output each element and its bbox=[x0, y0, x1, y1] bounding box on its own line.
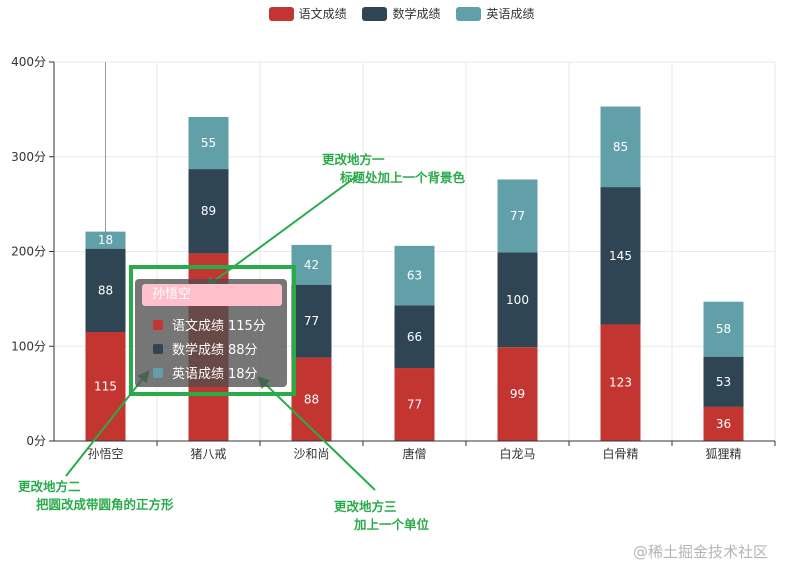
bar-segment bbox=[394, 305, 435, 369]
chart-legend: 语文成绩 数学成绩 英语成绩 bbox=[0, 5, 803, 24]
tooltip-value-english: 18分 bbox=[228, 367, 258, 382]
annotation-three-line2: 加上一个单位 bbox=[354, 517, 430, 532]
y-tick-label: 400分 bbox=[11, 55, 46, 69]
tooltip-marker-math bbox=[153, 343, 163, 354]
bar-value-label: 36 bbox=[716, 417, 731, 431]
bar-segment bbox=[703, 406, 744, 441]
tooltip-value-chinese: 115分 bbox=[228, 319, 266, 334]
x-tick-label: 狐狸精 bbox=[705, 447, 741, 461]
bar-segment bbox=[600, 187, 641, 325]
annotation-one-line1: 更改地方一 bbox=[322, 152, 385, 167]
bar-value-label: 53 bbox=[716, 375, 731, 389]
tooltip-label-english: 英语成绩 bbox=[172, 367, 225, 382]
y-tick-label: 100分 bbox=[11, 339, 46, 353]
bar-value-label: 42 bbox=[304, 258, 319, 272]
x-tick-label: 沙和尚 bbox=[293, 447, 329, 461]
bar-value-label: 55 bbox=[201, 136, 216, 150]
x-tick-label: 白龙马 bbox=[499, 446, 535, 461]
bar-segment bbox=[600, 324, 641, 441]
bar-value-label: 123 bbox=[609, 376, 632, 390]
bar-segment bbox=[497, 347, 538, 441]
legend-swatch-chinese bbox=[268, 6, 294, 21]
legend-swatch-math bbox=[362, 6, 388, 21]
tooltip-highlight-rect bbox=[129, 265, 296, 396]
legend-swatch-english bbox=[456, 6, 482, 21]
bar-segment bbox=[188, 116, 229, 170]
y-tick-label: 200分 bbox=[11, 245, 46, 259]
bar-value-label: 77 bbox=[304, 314, 319, 328]
tooltip-marker-chinese bbox=[153, 319, 163, 330]
bar-segment bbox=[188, 169, 229, 254]
annotation-arrow-three bbox=[257, 376, 376, 491]
tooltip-marker-english bbox=[153, 367, 163, 378]
grid-lines bbox=[54, 61, 776, 441]
x-tick-label: 唐僧 bbox=[402, 446, 426, 461]
x-tick-label: 白骨精 bbox=[602, 446, 638, 461]
bar-segment bbox=[703, 356, 744, 407]
bar-segment bbox=[703, 301, 744, 357]
bar-value-label: 100 bbox=[506, 293, 529, 307]
legend-label-english: 英语成绩 bbox=[486, 7, 535, 21]
legend-item-chinese[interactable]: 语文成绩 bbox=[268, 5, 347, 22]
tooltip-value-math: 88分 bbox=[228, 343, 258, 358]
bar-value-label: 58 bbox=[716, 322, 731, 336]
legend-label-math: 数学成绩 bbox=[392, 7, 441, 21]
y-tick-label: 300分 bbox=[11, 150, 46, 164]
tooltip-title: 孙悟空 bbox=[142, 284, 282, 306]
bar-value-label: 66 bbox=[407, 330, 422, 344]
annotation-arrow-two bbox=[65, 370, 150, 477]
bar-segment bbox=[85, 231, 126, 249]
annotation-one-line2: 标题处加上一个背景色 bbox=[340, 170, 466, 185]
bar-value-label: 77 bbox=[510, 209, 525, 223]
bar-segment bbox=[85, 332, 126, 441]
y-tick-label: 0分 bbox=[26, 434, 46, 448]
chart-tooltip: 孙悟空 语文成绩 115分 数学成绩 88分 英语成绩 18分 bbox=[135, 279, 287, 387]
x-tick-label: 孙悟空 bbox=[87, 446, 123, 461]
annotation-two-line2: 把圆改成带圆角的正方形 bbox=[36, 497, 174, 512]
tooltip-row-english: 英语成绩 18分 bbox=[153, 363, 258, 382]
bar-value-label: 63 bbox=[407, 269, 422, 283]
bar-segment bbox=[291, 244, 332, 285]
annotation-three-line1: 更改地方三 bbox=[334, 499, 397, 514]
bar-segment bbox=[600, 106, 641, 188]
annotation-two-line1: 更改地方二 bbox=[18, 479, 81, 494]
bar-value-label: 88 bbox=[304, 392, 319, 406]
tooltip-label-math: 数学成绩 bbox=[172, 343, 225, 358]
bar-segment bbox=[497, 179, 538, 253]
bar-value-label: 88 bbox=[98, 283, 113, 297]
bar-segment bbox=[85, 248, 126, 333]
bar-segment bbox=[291, 284, 332, 358]
bar-segment bbox=[497, 252, 538, 348]
x-tick-label: 猪八戒 bbox=[190, 447, 226, 461]
data-labels: 115 88 18 89 55 88 77 42 77 66 63 99 100 77 123 145 85 36… bbox=[94, 136, 731, 431]
legend-item-english[interactable]: 英语成绩 bbox=[456, 5, 534, 22]
tooltip-label-chinese: 语文成绩 bbox=[172, 319, 225, 334]
bar-value-label: 99 bbox=[510, 387, 525, 401]
bar-value-label: 89 bbox=[201, 204, 216, 218]
tooltip-row-chinese: 语文成绩 115分 bbox=[153, 315, 266, 334]
watermark: @稀土掘金技术社区 bbox=[633, 543, 769, 561]
bar-segment bbox=[291, 357, 332, 441]
legend-label-chinese: 语文成绩 bbox=[298, 7, 347, 21]
bar-value-label: 85 bbox=[613, 140, 628, 154]
bar-value-label: 115 bbox=[94, 380, 117, 394]
tooltip-row-math: 数学成绩 88分 bbox=[153, 339, 258, 358]
bar-value-label: 18 bbox=[98, 233, 113, 247]
bar-segment bbox=[394, 245, 435, 306]
legend-item-math[interactable]: 数学成绩 bbox=[362, 5, 441, 22]
bar-value-label: 77 bbox=[407, 398, 422, 412]
bar-segment bbox=[394, 368, 435, 441]
bar-value-label: 145 bbox=[609, 249, 632, 263]
